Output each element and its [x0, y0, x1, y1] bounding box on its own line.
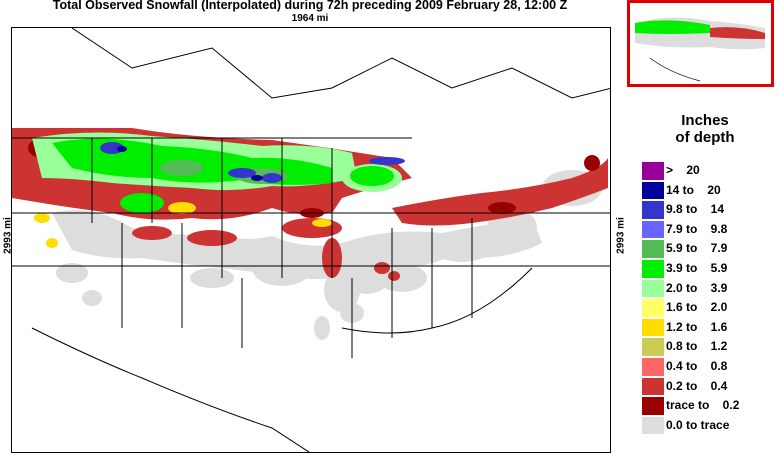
legend-swatch: [642, 397, 664, 415]
extreme-snow-areas: [117, 146, 263, 181]
legend: > 20 14 to 20 9.8 to 14 7.9 to 9.8 5.9 to 7.…: [642, 161, 774, 435]
legend-swatch: [642, 416, 664, 435]
legend-row: 2.0 to 3.9: [642, 279, 774, 299]
legend-row: 0.8 to 1.2: [642, 337, 774, 357]
map-title: Total Observed Snowfall (Interpolated) d…: [52, 0, 568, 12]
snowfall-map[interactable]: [11, 27, 611, 453]
legend-label: 5.9 to 7.9: [666, 241, 728, 256]
legend-swatch: [642, 201, 664, 219]
legend-row: 0.0 to trace: [642, 416, 774, 436]
legend-title: Inches of depth: [640, 112, 770, 146]
legend-swatch: [642, 377, 664, 396]
legend-label: 9.8 to 14: [666, 202, 725, 217]
legend-swatch: [642, 299, 664, 317]
legend-swatch: [642, 338, 664, 356]
legend-swatch: [642, 318, 664, 337]
very-deep-snow-areas: [100, 142, 405, 183]
legend-label: 1.2 to 1.6: [666, 319, 728, 334]
boundary-lines: [12, 28, 610, 452]
legend-title-line2: of depth: [675, 129, 735, 146]
legend-row: 7.9 to 9.8: [642, 220, 774, 240]
legend-row: 5.9 to 7.9: [642, 239, 774, 259]
legend-label: 7.9 to 9.8: [666, 221, 728, 236]
map-canvas: [12, 28, 610, 452]
legend-label: 0.8 to 1.2: [666, 339, 728, 354]
legend-label: 0.4 to 0.8: [666, 358, 728, 373]
legend-label: 0.0 to trace: [666, 417, 730, 432]
legend-title-line1: Inches: [681, 112, 729, 129]
legend-row: trace to 0.2: [642, 396, 774, 416]
overview-inset[interactable]: [627, 0, 774, 87]
legend-row: 0.4 to 0.8: [642, 357, 774, 377]
legend-row: 0.2 to 0.4: [642, 377, 774, 397]
legend-row: 1.6 to 2.0: [642, 298, 774, 318]
distance-right-label: 2993 mi: [615, 217, 627, 254]
legend-swatch: [642, 259, 664, 278]
legend-swatch: [642, 240, 664, 258]
legend-swatch: [642, 357, 664, 376]
legend-label: 2.0 to 3.9: [666, 280, 728, 295]
legend-label: > 20: [666, 163, 700, 177]
legend-label: 14 to 20: [666, 182, 721, 197]
legend-label: 1.6 to 2.0: [666, 300, 728, 315]
legend-label: 3.9 to 5.9: [666, 260, 728, 275]
legend-row: 9.8 to 14: [642, 200, 774, 220]
legend-swatch: [642, 162, 664, 180]
inset-map: [630, 3, 771, 84]
legend-row: 3.9 to 5.9: [642, 259, 774, 279]
legend-swatch: [642, 181, 664, 200]
legend-row: 1.2 to 1.6: [642, 318, 774, 338]
legend-label: 0.2 to 0.4: [666, 378, 728, 393]
legend-swatch: [642, 279, 664, 298]
legend-swatch: [642, 220, 664, 239]
legend-row: > 20: [642, 161, 774, 181]
distance-top-label: 1964 mi: [291, 13, 329, 24]
legend-label: trace to 0.2: [666, 398, 740, 413]
legend-row: 14 to 20: [642, 181, 774, 201]
